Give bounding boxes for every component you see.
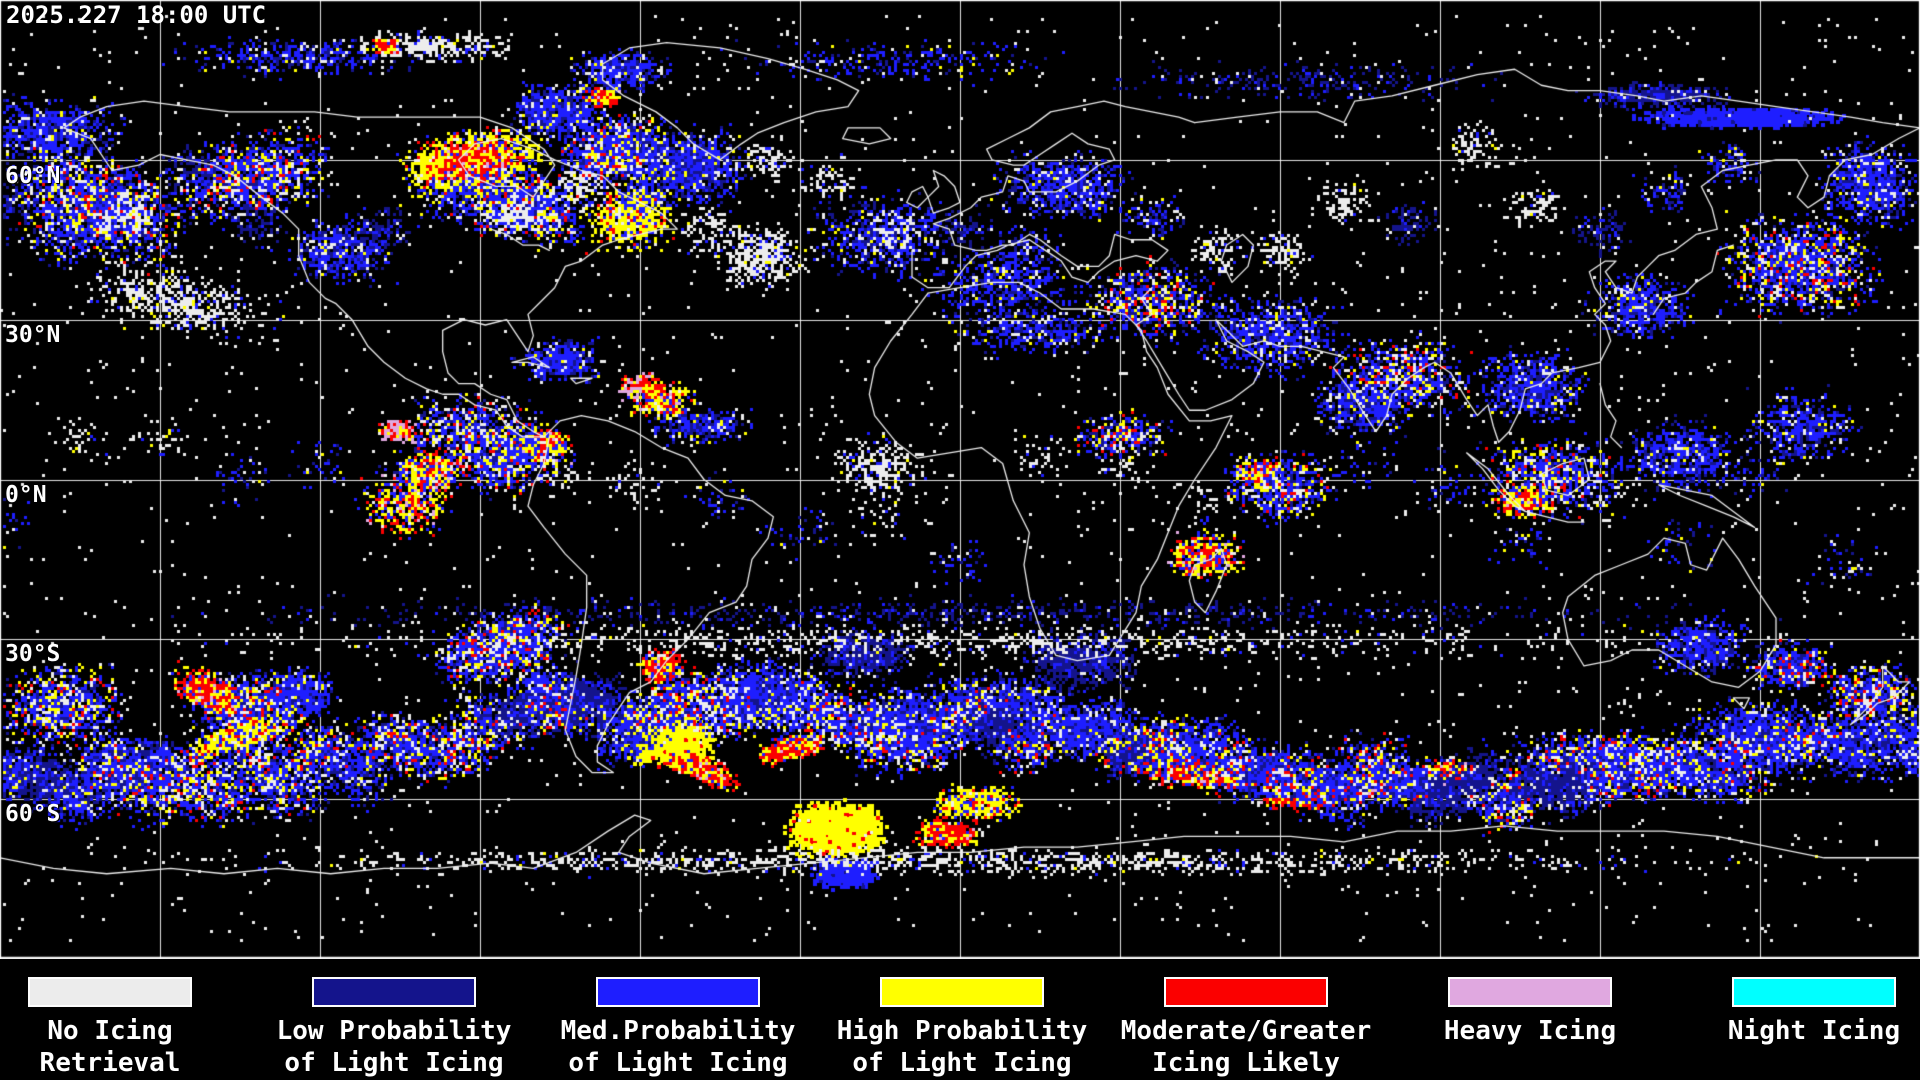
legend-item-moderate-greater: Moderate/Greater Icing Likely bbox=[1109, 959, 1383, 1079]
timestamp-label: 2025.227 18:00 UTC bbox=[6, 1, 267, 29]
lat-label-60n: 60°N bbox=[5, 163, 61, 189]
legend-item-low-probability: Low Probability of Light Icing bbox=[257, 959, 531, 1079]
legend-swatch-heavy-icing bbox=[1448, 977, 1612, 1007]
legend-item-med-probability: Med.Probability of Light Icing bbox=[541, 959, 815, 1079]
legend-label-line: of Light Icing bbox=[568, 1048, 788, 1078]
legend-swatch-moderate-greater bbox=[1164, 977, 1328, 1007]
legend: No Icing Retrieval Low Probability of Light… bbox=[0, 959, 1920, 1080]
legend-item-no-icing-retrieval: No Icing Retrieval bbox=[0, 959, 247, 1079]
legend-label-line: of Light Icing bbox=[284, 1048, 504, 1078]
legend-label-line: High Probability bbox=[836, 1016, 1088, 1046]
legend-label-line: Icing Likely bbox=[1152, 1048, 1340, 1078]
lat-label-60s: 60°S bbox=[5, 801, 61, 827]
legend-label-line: of Light Icing bbox=[852, 1048, 1072, 1078]
legend-item-night-icing: Night Icing bbox=[1677, 959, 1920, 1047]
legend-label-line: Heavy Icing bbox=[1443, 1016, 1617, 1046]
world-map-canvas bbox=[0, 0, 1920, 959]
legend-label-line: Med.Probability bbox=[560, 1016, 796, 1046]
legend-swatch-med-probability bbox=[596, 977, 760, 1007]
legend-swatch-no-icing-retrieval bbox=[28, 977, 192, 1007]
legend-label-line: Low Probability bbox=[276, 1016, 512, 1046]
legend-item-high-probability: High Probability of Light Icing bbox=[825, 959, 1099, 1079]
lat-label-30n: 30°N bbox=[5, 322, 61, 348]
lat-label-0n: 0°N bbox=[5, 482, 47, 508]
lat-label-30s: 30°S bbox=[5, 641, 61, 667]
legend-label-line: No Icing bbox=[47, 1016, 173, 1046]
legend-swatch-low-probability bbox=[312, 977, 476, 1007]
legend-label-line: Moderate/Greater bbox=[1120, 1016, 1372, 1046]
legend-label-line: Night Icing bbox=[1727, 1016, 1901, 1046]
legend-item-heavy-icing: Heavy Icing bbox=[1393, 959, 1667, 1047]
legend-swatch-high-probability bbox=[880, 977, 1044, 1007]
legend-swatch-night-icing bbox=[1732, 977, 1896, 1007]
legend-label-line: Retrieval bbox=[39, 1048, 181, 1078]
